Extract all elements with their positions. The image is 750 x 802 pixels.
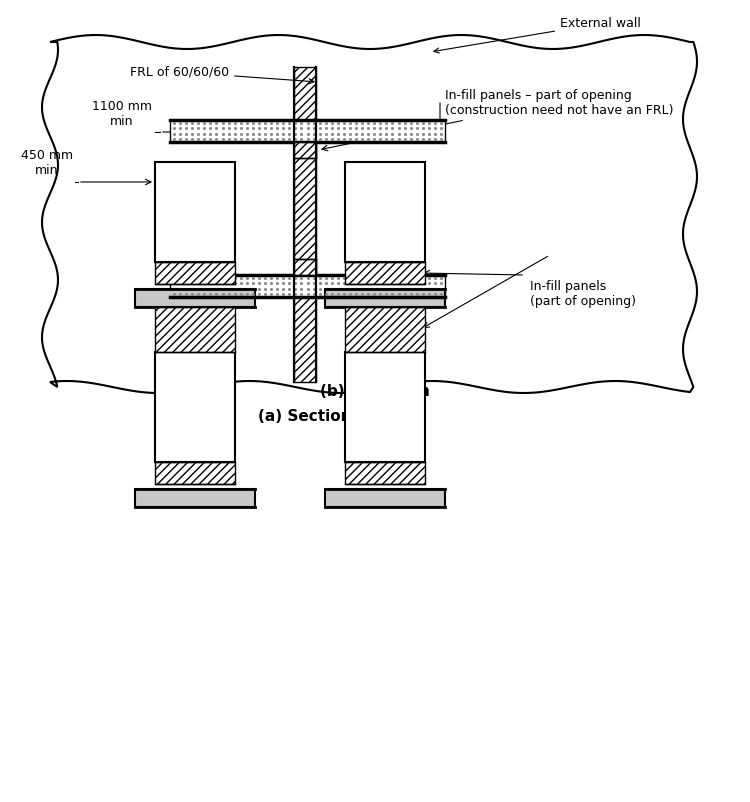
Bar bbox=[345, 462, 425, 484]
Bar bbox=[294, 67, 316, 382]
Bar bbox=[155, 162, 235, 262]
Bar bbox=[345, 352, 425, 462]
Bar bbox=[155, 462, 235, 484]
Text: In-fill panels – part of opening: In-fill panels – part of opening bbox=[445, 89, 632, 102]
Bar bbox=[170, 120, 445, 142]
Text: (a) Section: (a) Section bbox=[258, 409, 352, 424]
Text: In-fill panels
(part of opening): In-fill panels (part of opening) bbox=[530, 280, 636, 308]
Bar bbox=[345, 162, 425, 262]
Text: 450 mm
min: 450 mm min bbox=[21, 149, 73, 177]
Bar bbox=[155, 352, 235, 462]
Bar bbox=[345, 262, 425, 284]
Bar bbox=[155, 307, 235, 352]
Bar bbox=[294, 142, 316, 158]
Text: FRL of 60/60/60: FRL of 60/60/60 bbox=[130, 66, 314, 84]
Text: External wall: External wall bbox=[434, 17, 640, 53]
Bar bbox=[135, 489, 255, 507]
Text: (construction need not have an FRL): (construction need not have an FRL) bbox=[445, 104, 674, 117]
Bar bbox=[294, 259, 316, 275]
Bar bbox=[155, 262, 235, 284]
Text: 1100 mm
min: 1100 mm min bbox=[92, 100, 152, 128]
Bar bbox=[325, 289, 445, 307]
Text: (b) Elevation: (b) Elevation bbox=[320, 384, 430, 399]
Bar bbox=[135, 289, 255, 307]
Bar bbox=[325, 489, 445, 507]
Bar bbox=[170, 275, 445, 297]
Bar bbox=[345, 307, 425, 352]
